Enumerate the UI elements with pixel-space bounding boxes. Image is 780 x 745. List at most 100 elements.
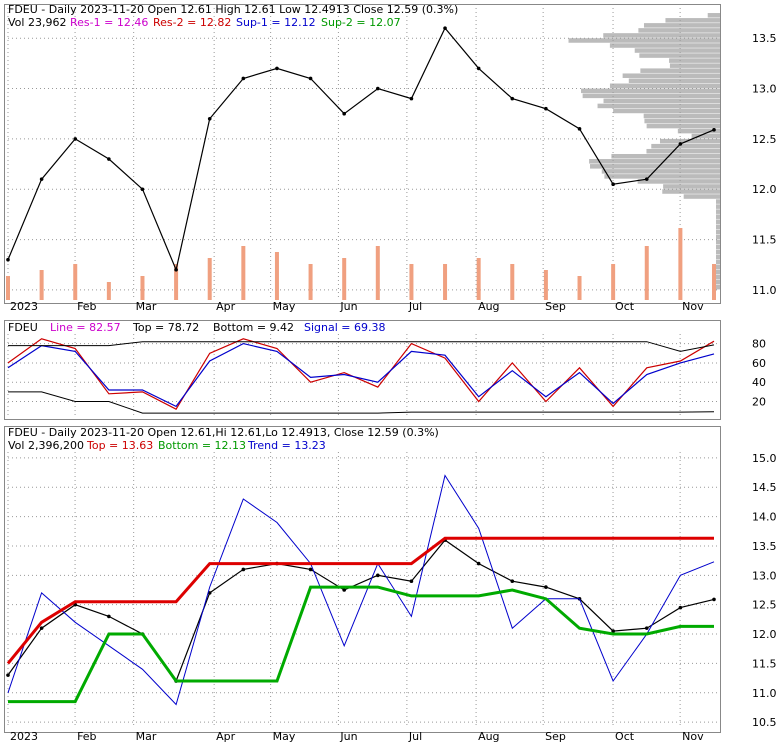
data-point (376, 86, 380, 91)
volume-profile-bar (638, 28, 720, 33)
volume-profile-bar (637, 179, 720, 184)
volume-bar (241, 246, 246, 300)
volume-profile-bar (716, 249, 720, 255)
y-tick-label: 12.5 (752, 599, 777, 612)
y-tick-label: 80 (752, 338, 766, 351)
volume-profile-bar (609, 83, 720, 89)
data-point (510, 96, 515, 101)
data-point (207, 116, 212, 121)
y-tick-label: 13.5 (752, 32, 777, 45)
x-tick-label: 2023 (10, 730, 38, 743)
data-point (73, 137, 78, 141)
y-tick-label: 14.0 (752, 511, 777, 524)
volume-bar (39, 270, 44, 300)
volume-profile-bar (691, 133, 720, 139)
y-tick-label: 11.5 (752, 234, 777, 247)
volume-profile-bar (716, 279, 720, 285)
volume-profile-bar (643, 113, 720, 119)
volume-bar (207, 258, 212, 300)
volume-bar (510, 264, 515, 300)
data-point (544, 106, 548, 111)
volume-bar (342, 258, 347, 300)
stoch-name: FDEU (8, 321, 38, 334)
volume-bar (106, 282, 111, 300)
data-point (409, 579, 414, 583)
x-tick-label: Aug (478, 300, 499, 313)
trend-top-label: Top = 13.63 (86, 439, 153, 452)
data-point (510, 579, 515, 583)
series-layer (6, 26, 716, 706)
data-point (476, 66, 481, 71)
stoch-bottom-label: Bottom = 9.42 (213, 321, 294, 334)
volume-bar (644, 246, 649, 300)
data-point (544, 585, 548, 589)
x-tick-label: Aug (478, 730, 499, 743)
volume-bar (6, 276, 10, 300)
volume-profile-bar (716, 214, 720, 219)
series-line-bottom (8, 391, 715, 414)
volume-profile-bar (716, 264, 720, 270)
data-point (678, 605, 683, 610)
volume-profile-bar (581, 88, 720, 94)
x-tick-label: Oct (615, 300, 635, 313)
y-tick-label: 15.0 (752, 452, 777, 465)
volume-profile-bar (683, 194, 720, 199)
data-point (107, 614, 111, 619)
x-tick-label: Mar (136, 730, 157, 743)
data-point (577, 127, 582, 131)
volume-profile-bar (568, 38, 720, 43)
data-point (107, 157, 111, 161)
price-res2-label: Res-2 = 12.82 (153, 16, 231, 29)
y-tick-label: 40 (752, 376, 766, 389)
series-line-line (7, 338, 715, 410)
stoch-signal-label: Signal = 69.38 (304, 321, 386, 334)
volume-profile-bar (669, 58, 720, 63)
x-tick-label: Jul (408, 300, 422, 313)
volume-profile-bar (604, 174, 720, 179)
price-header-vol: Vol 23,962 (8, 16, 66, 29)
stoch-top-label: Top = 78.72 (132, 321, 199, 334)
data-point (308, 76, 313, 81)
data-point (6, 673, 10, 677)
price-sup2-label: Sup-2 = 12.07 (321, 16, 401, 29)
y-tick-label: 11.5 (752, 657, 777, 670)
data-point (39, 177, 44, 181)
price-sup1-label: Sup-1 = 12.12 (236, 16, 316, 29)
volume-bar (611, 264, 616, 300)
data-point (241, 567, 246, 572)
volume-profile-bar (603, 98, 720, 104)
volume-profile-bar (716, 254, 720, 260)
volume-profile-bar (716, 274, 720, 280)
volume-profile-bar (603, 33, 720, 38)
volume-profile-bar (716, 244, 720, 250)
series-line-top (6, 536, 714, 665)
x-tick-labels: 2023 2023 Feb Feb Mar Mar Apr Apr May May Jun Jun Ju… (10, 300, 704, 743)
volume-bar (409, 264, 414, 300)
volume-bar (543, 270, 548, 300)
series-line-close (7, 539, 715, 683)
y-tick-label: 60 (752, 357, 766, 370)
y-tick-labels: 11.0 11.5 12.0 12.5 13.0 13.5 20 40 60 80 10.5 11.0… (752, 32, 777, 729)
grid-lines (7, 8, 718, 728)
x-tick-label: Nov (682, 300, 704, 313)
x-tick-label: Mar (136, 300, 157, 313)
data-point (644, 177, 649, 181)
data-point (611, 629, 615, 633)
volume-profile-bar (646, 148, 720, 154)
series-line-trend (7, 474, 715, 706)
x-tick-label: Sep (545, 300, 566, 313)
volume-bar (140, 276, 145, 300)
volume-bar (174, 264, 179, 300)
y-tick-label: 12.0 (752, 183, 777, 196)
volume-profile-bar (651, 143, 720, 149)
volume-profile-bar (628, 78, 720, 84)
y-tick-label: 12.0 (752, 628, 777, 641)
data-point (712, 128, 716, 132)
data-point (443, 26, 447, 30)
y-tick-label: 11.0 (752, 687, 777, 700)
volume-profile-bar (669, 63, 720, 68)
volume-profile-bar (716, 219, 720, 224)
x-tick-label: Feb (77, 300, 96, 313)
volume-bar (73, 264, 78, 300)
trend-header-vol: Vol 2,396,200 (8, 439, 84, 452)
